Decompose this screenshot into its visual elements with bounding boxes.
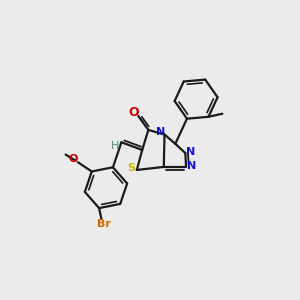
Text: S: S — [128, 164, 135, 173]
Text: O: O — [69, 154, 78, 164]
Text: O: O — [128, 106, 139, 119]
Text: N: N — [187, 161, 196, 171]
Text: N: N — [156, 127, 165, 137]
Text: N: N — [186, 147, 195, 157]
Text: H: H — [111, 141, 119, 151]
Text: Br: Br — [97, 218, 111, 229]
